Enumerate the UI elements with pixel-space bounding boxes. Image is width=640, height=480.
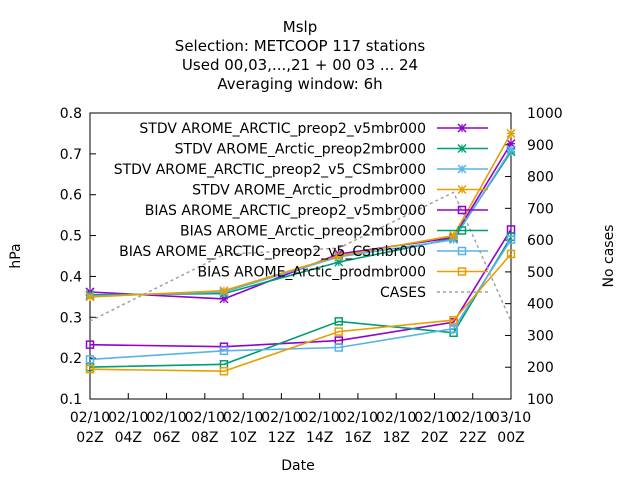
x-tick-label-date: 02/10 bbox=[146, 410, 186, 426]
data-point bbox=[334, 343, 344, 352]
plot-frame bbox=[89, 112, 512, 400]
x-tick-label-hour: 16Z bbox=[344, 430, 371, 446]
data-point bbox=[506, 128, 516, 138]
data-point bbox=[506, 145, 516, 155]
x-tick-label-date: 02/10 bbox=[185, 410, 225, 426]
legend-marker bbox=[457, 205, 467, 215]
x-tick-label-date: 02/10 bbox=[376, 410, 416, 426]
title-line: Selection: METCOOP 117 stations bbox=[175, 37, 426, 55]
data-point bbox=[85, 292, 95, 302]
x-tick-label-hour: 04Z bbox=[115, 430, 142, 446]
x-tick-label-hour: 20Z bbox=[421, 430, 448, 446]
y-tick-label: 0.1 bbox=[60, 392, 82, 408]
data-point bbox=[334, 251, 344, 261]
data-point bbox=[449, 315, 458, 325]
data-point bbox=[449, 324, 458, 333]
y2-axis-label: No cases bbox=[601, 225, 617, 288]
y-tick-label: 0.3 bbox=[60, 310, 82, 326]
x-tick-label-date: 02/10 bbox=[223, 410, 263, 426]
legend-label: STDV AROME_ARCTIC_preop2_v5mbr000 bbox=[139, 121, 426, 137]
y2-tick-label: 800 bbox=[527, 170, 554, 186]
legend-label: STDV AROME_Arctic_prodmbr000 bbox=[192, 183, 426, 199]
x-tick-label-date: 03/10 bbox=[491, 410, 531, 426]
x-tick-label-date: 02/10 bbox=[108, 410, 148, 426]
data-point bbox=[219, 366, 229, 376]
data-point bbox=[85, 340, 95, 349]
y-tick-label: 0.2 bbox=[60, 351, 82, 367]
legend-label: STDV AROME_ARCTIC_preop2_v5_CSmbr000 bbox=[114, 162, 426, 178]
legend-marker bbox=[457, 267, 467, 276]
legend-marker bbox=[457, 143, 467, 154]
title-line: Mslp bbox=[283, 18, 317, 36]
series-line bbox=[89, 236, 512, 368]
legend-label: BIAS AROME_ARCTIC_preop2_v5mbr000 bbox=[145, 203, 426, 219]
legend-label: BIAS AROME_Arctic_prodmbr000 bbox=[198, 265, 426, 281]
series-line bbox=[89, 228, 512, 348]
legend-marker bbox=[457, 246, 467, 256]
title-line: Averaging window: 6h bbox=[217, 75, 382, 93]
y2-tick-label: 500 bbox=[527, 265, 554, 281]
x-tick-label-hour: 02Z bbox=[76, 430, 103, 446]
legend-marker bbox=[457, 164, 467, 174]
legend-label: BIAS AROME_Arctic_preop2mbr000 bbox=[180, 224, 426, 240]
y2-tick-label: 100 bbox=[527, 392, 554, 408]
x-tick-label-date: 02/10 bbox=[261, 410, 301, 426]
data-point bbox=[506, 249, 516, 259]
x-tick-label-date: 02/10 bbox=[70, 410, 110, 426]
y2-tick-label: 700 bbox=[527, 201, 554, 217]
legend-label: CASES bbox=[380, 285, 426, 301]
x-tick-label-date: 02/10 bbox=[453, 410, 493, 426]
data-point bbox=[334, 327, 344, 336]
y-tick-label: 0.8 bbox=[60, 106, 82, 122]
x-tick-label-date: 02/10 bbox=[338, 410, 378, 426]
x-tick-label-hour: 14Z bbox=[306, 430, 333, 446]
y2-tick-label: 1000 bbox=[527, 106, 563, 122]
legend-marker bbox=[457, 123, 467, 133]
data-point bbox=[85, 364, 95, 374]
title-line: Used 00,03,...,21 + 00 03 ... 24 bbox=[182, 56, 418, 74]
y2-tick-label: 400 bbox=[527, 297, 554, 313]
series-line bbox=[89, 253, 512, 373]
y-tick-label: 0.6 bbox=[60, 188, 82, 204]
data-point bbox=[219, 346, 229, 356]
series-line bbox=[89, 191, 512, 322]
y2-tick-label: 900 bbox=[527, 138, 554, 154]
legend-marker bbox=[457, 226, 467, 235]
axis-ticks: 0.1 0.2 0.3 0.4 0.5 0.6 0.7 0.8 100 200 300 400 500 6… bbox=[60, 106, 563, 446]
x-tick-label-hour: 18Z bbox=[382, 430, 409, 446]
y-tick-label: 0.7 bbox=[60, 147, 82, 163]
legend-label: STDV AROME_Arctic_preop2mbr000 bbox=[175, 142, 426, 158]
y2-tick-label: 200 bbox=[527, 360, 554, 376]
x-tick-label-hour: 10Z bbox=[229, 430, 256, 446]
y2-tick-label: 300 bbox=[527, 328, 554, 344]
x-tick-label-hour: 00Z bbox=[497, 430, 524, 446]
y-tick-label: 0.5 bbox=[60, 229, 82, 245]
y-axis-label: hPa bbox=[8, 243, 24, 268]
x-tick-label-hour: 12Z bbox=[268, 430, 295, 446]
x-tick-label-hour: 08Z bbox=[191, 430, 218, 446]
data-point bbox=[85, 355, 95, 364]
y2-tick-label: 600 bbox=[527, 233, 554, 249]
legend-label: BIAS AROME_ARCTIC_preop2_v5_CSmbr000 bbox=[119, 244, 426, 260]
data-point bbox=[449, 231, 459, 241]
y-tick-label: 0.4 bbox=[60, 269, 82, 285]
x-tick-label-date: 02/10 bbox=[299, 410, 339, 426]
x-tick-label-hour: 22Z bbox=[459, 430, 486, 446]
legend: STDV AROME_ARCTIC_preop2_v5mbr000 STDV AR… bbox=[114, 121, 488, 301]
data-point bbox=[219, 286, 229, 296]
data-point bbox=[334, 317, 344, 326]
x-axis-label: Date bbox=[281, 458, 314, 474]
data-point bbox=[506, 235, 516, 244]
x-tick-label-hour: 06Z bbox=[153, 430, 180, 446]
legend-marker bbox=[457, 184, 467, 195]
x-tick-label-date: 02/10 bbox=[414, 410, 454, 426]
